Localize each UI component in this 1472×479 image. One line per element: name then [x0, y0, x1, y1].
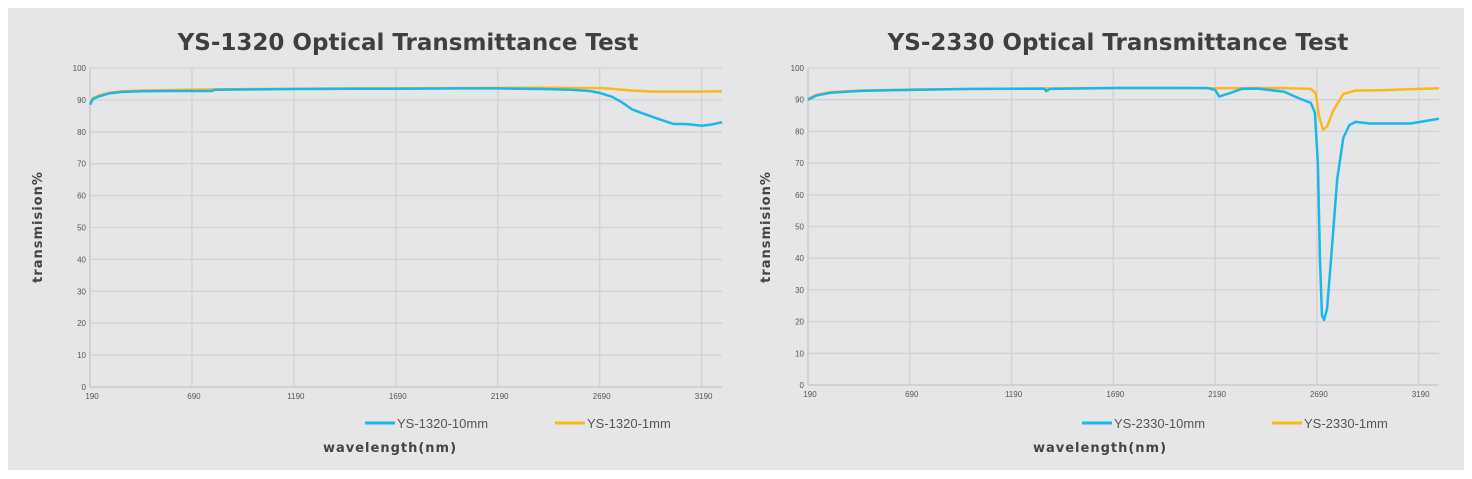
x-tick-label: 1190: [287, 392, 305, 401]
x-tick-label: 1690: [389, 392, 407, 401]
x-tick-label: 690: [187, 392, 201, 401]
y-tick-label: 40: [795, 254, 804, 263]
y-tick-label: 70: [795, 159, 804, 168]
x-tick-label: 2690: [1310, 390, 1328, 399]
legend-label: YS-1320-10mm: [397, 416, 488, 431]
y-tick-label: 40: [77, 255, 86, 264]
y-tick-label: 80: [77, 128, 86, 137]
chart-panel: [8, 8, 1464, 470]
legend-label: YS-2330-1mm: [1304, 416, 1388, 431]
y-tick-label: 30: [795, 286, 804, 295]
x-tick-label: 3190: [1412, 390, 1430, 399]
y-tick-label: 100: [791, 64, 805, 73]
y-tick-label: 20: [77, 319, 86, 328]
legend-label: YS-1320-1mm: [587, 416, 671, 431]
chart-1: YS-1320 Optical Transmittance Test 0 10 20 3…: [31, 30, 723, 456]
y-tick-label: 80: [795, 127, 804, 136]
x-tick-label: 2190: [491, 392, 509, 401]
x-tick-label: 690: [905, 390, 919, 399]
x-tick-label: 3190: [695, 392, 713, 401]
y-tick-label: 100: [73, 64, 87, 73]
x-tick-label: 1190: [1005, 390, 1023, 399]
y-tick-label: 60: [795, 191, 804, 200]
chart-title: YS-1320 Optical Transmittance Test: [177, 30, 639, 56]
series-line-YS-2330-10mm: [807, 86, 1440, 322]
x-tick-label: 2190: [1208, 390, 1226, 399]
x-tick-label: 190: [85, 392, 99, 401]
y-tick-label: 90: [77, 96, 86, 105]
y-tick-label: 50: [77, 224, 86, 233]
y-tick-label: 50: [795, 223, 804, 232]
x-tick-label: 190: [803, 390, 817, 399]
y-tick-label: 30: [77, 287, 86, 296]
series-line-YS-1320-10mm: [88, 87, 723, 127]
x-axis-label: wavelength(nm): [323, 441, 457, 456]
y-tick-label: 60: [77, 192, 86, 201]
x-tick-label: 1690: [1106, 390, 1124, 399]
x-tick-label: 2690: [593, 392, 611, 401]
y-tick-label: 10: [795, 349, 804, 358]
y-tick-label: 0: [800, 381, 805, 390]
legend-label: YS-2330-10mm: [1114, 416, 1205, 431]
y-tick-label: 70: [77, 160, 86, 169]
y-axis-label: transmision%: [31, 171, 46, 283]
y-axis-label: transmision%: [759, 171, 774, 283]
x-axis-label: wavelength(nm): [1033, 441, 1167, 456]
y-tick-label: 90: [795, 96, 804, 105]
y-tick-label: 10: [77, 351, 86, 360]
y-tick-label: 20: [795, 318, 804, 327]
chart-title: YS-2330 Optical Transmittance Test: [887, 30, 1349, 56]
series-line-YS-2330-1mm: [807, 86, 1440, 132]
chart-2: YS-2330 Optical Transmittance Test 0 10 20 3…: [759, 30, 1440, 456]
y-tick-label: 0: [82, 383, 87, 392]
